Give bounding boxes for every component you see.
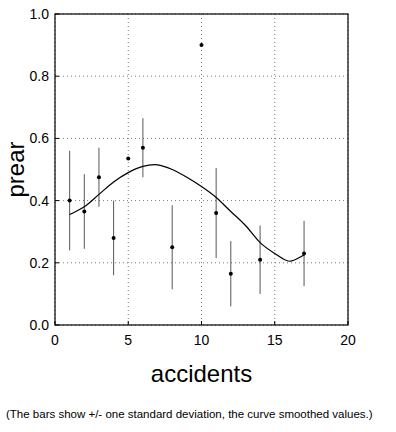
data-point [258, 258, 262, 262]
tick-label: 0.2 [30, 255, 50, 271]
data-point [82, 209, 86, 213]
x-axis-label: accidents [151, 360, 252, 387]
grid-line [55, 138, 348, 139]
grid-line [128, 14, 129, 325]
grid-line [274, 14, 275, 325]
tick-label: 0 [51, 332, 59, 348]
annotation: (The bars show +/- one standard deviatio… [6, 408, 373, 420]
tick-label: 0.4 [30, 193, 50, 209]
tick-label: 10 [194, 332, 210, 348]
background [0, 0, 396, 432]
tick-label: 15 [267, 332, 283, 348]
data-point [97, 175, 101, 179]
data-point [68, 199, 72, 203]
data-point [141, 146, 145, 150]
data-point [229, 272, 233, 276]
data-point [170, 245, 174, 249]
tick-label: 5 [124, 332, 132, 348]
y-axis-label: prear [2, 141, 29, 197]
plot-area [68, 43, 306, 306]
plot-frame [55, 14, 348, 325]
chart: 0 5 10 15 20 0.0 0.2 0.4 0.6 0.8 1.0 accidents prear… [0, 0, 396, 432]
data-point [112, 236, 116, 240]
data-point [302, 251, 306, 255]
tick-label: 0.0 [30, 317, 50, 333]
data-point [214, 211, 218, 215]
tick-label: 0.6 [30, 130, 50, 146]
tick-label: 20 [340, 332, 356, 348]
smooth-curve [70, 165, 304, 262]
data-point [200, 43, 204, 47]
grid-line [201, 14, 202, 325]
data-point [126, 157, 130, 161]
tick-label: 1.0 [30, 6, 50, 22]
tick-label: 0.8 [30, 68, 50, 84]
grid-line [55, 76, 348, 77]
